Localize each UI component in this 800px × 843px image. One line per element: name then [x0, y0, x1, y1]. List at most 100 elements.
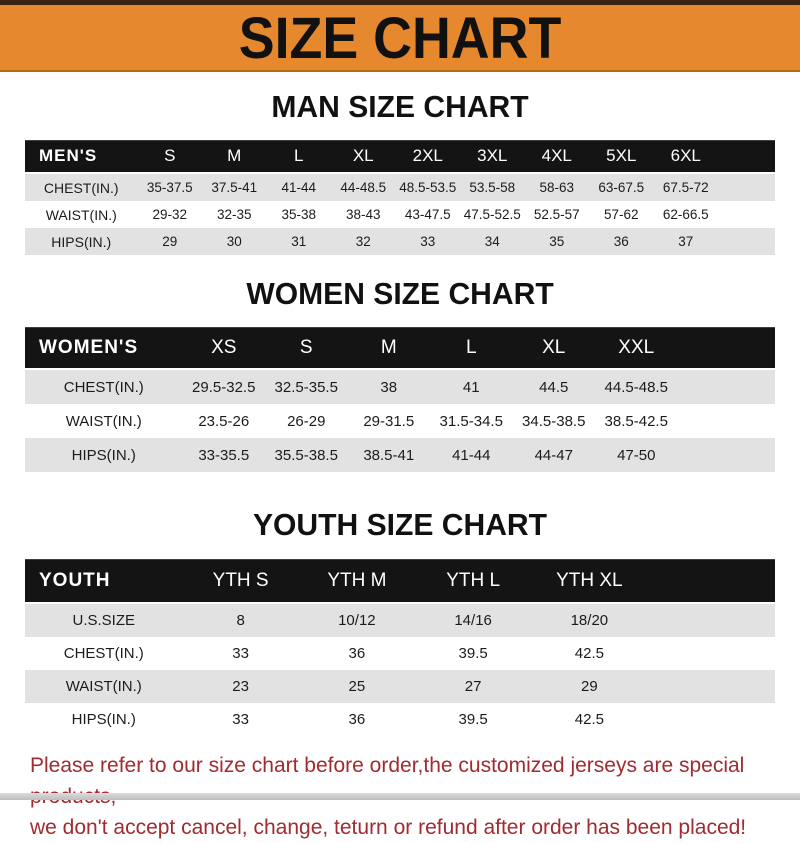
section-s-men: MAN SIZE CHART MEN'S S M L XL 2XL 3XL 4XL 5XL 6XL C… — [0, 88, 800, 255]
row-label: WAIST(IN.) — [65, 678, 142, 695]
row-label: U.S.SIZE — [72, 612, 135, 629]
table-header-band: WOMEN'S XS S M L XL XXL — [25, 327, 775, 370]
size-value: 38 — [380, 378, 398, 396]
size-value: 27 — [464, 678, 482, 695]
size-value: 53.5-58 — [469, 180, 516, 195]
size-value: 33-35.5 — [198, 446, 250, 464]
row-label: CHEST(IN.) — [63, 645, 144, 662]
size-value: 44-47 — [534, 446, 573, 464]
size-value: 39.5 — [458, 645, 488, 662]
spacer-cell — [648, 637, 776, 670]
size-value: 34 — [484, 234, 500, 249]
size-value: 47-50 — [617, 446, 656, 464]
row-label: CHEST(IN.) — [43, 179, 119, 196]
size-value: 35-38 — [281, 207, 317, 222]
column-header: XXL — [595, 327, 678, 370]
row-label: HIPS(IN.) — [71, 711, 136, 728]
table-header-band: YOUTH YTH S YTH M YTH L YTH XL — [25, 559, 775, 604]
size-value: 41-44 — [452, 446, 491, 464]
size-value: 23.5-26 — [198, 412, 250, 430]
size-value: 29 — [162, 234, 178, 249]
size-value: 29.5-32.5 — [192, 378, 256, 396]
bottom-edge-strip — [0, 793, 800, 800]
size-value: 29 — [581, 678, 598, 695]
size-value: 33 — [420, 234, 436, 249]
column-header: M — [202, 140, 267, 174]
spacer-cell — [678, 369, 776, 404]
size-value: 38.5-42.5 — [604, 412, 668, 430]
size-value: 25 — [348, 678, 366, 695]
section-s-women: WOMEN SIZE CHART WOMEN'S XS S M L XL XXL CHEST(I… — [0, 275, 800, 472]
size-table: MEN'S S M L XL 2XL 3XL 4XL 5XL 6XL CHEST(IN.) 35-37… — [25, 140, 775, 255]
column-header: 2XL — [395, 140, 460, 174]
column-header: L — [430, 327, 513, 370]
table-row: HIPS(IN.) 33 36 39.5 42.5 — [25, 703, 775, 736]
section-heading: YOUTH SIZE CHART — [252, 507, 548, 542]
spacer-cell — [677, 327, 775, 370]
size-value: 48.5-53.5 — [399, 180, 457, 195]
size-value: 36 — [348, 645, 366, 662]
size-value: 23 — [232, 678, 249, 695]
column-header: YTH S — [182, 559, 299, 604]
size-value: 62-66.5 — [662, 207, 709, 222]
section-s-youth: YOUTH SIZE CHART YOUTH YTH S YTH M YTH L YTH … — [0, 506, 800, 736]
size-charts: MAN SIZE CHART MEN'S S M L XL 2XL 3XL 4XL 5XL 6XL C… — [0, 88, 800, 736]
size-value: 58-63 — [539, 180, 575, 195]
column-header: YTH M — [298, 559, 415, 604]
spacer-cell — [718, 228, 775, 255]
table-row: WAIST(IN.) 29-32 32-35 35-38 38-43 43-47.5 47.… — [25, 201, 775, 228]
size-value: 14/16 — [454, 612, 492, 629]
size-value: 38-43 — [345, 207, 381, 222]
size-value: 42.5 — [574, 711, 604, 728]
row-label: WAIST(IN.) — [45, 206, 117, 223]
size-value: 57-62 — [603, 207, 639, 222]
size-value: 41-44 — [281, 180, 317, 195]
column-header: 6XL — [653, 140, 718, 174]
spacer-cell — [648, 670, 776, 703]
size-value: 52.5-57 — [533, 207, 580, 222]
size-value: 18/20 — [570, 612, 609, 629]
size-value: 31.5-34.5 — [439, 412, 503, 430]
size-value: 32.5-35.5 — [274, 378, 338, 396]
section-heading: MAN SIZE CHART — [271, 89, 529, 124]
column-header: S — [265, 327, 348, 370]
size-value: 33 — [232, 645, 249, 662]
size-value: 33 — [232, 711, 249, 728]
order-notice-line2: we don't accept cancel, change, teturn o… — [30, 816, 747, 839]
size-value: 63-67.5 — [598, 180, 645, 195]
size-value: 10/12 — [338, 612, 376, 629]
size-value: 44.5 — [539, 378, 569, 396]
column-header: 3XL — [460, 140, 525, 174]
size-value: 42.5 — [574, 645, 604, 662]
table-row: CHEST(IN.) 33 36 39.5 42.5 — [25, 637, 775, 670]
column-header: YTH L — [415, 559, 532, 604]
row-label: CHEST(IN.) — [63, 378, 144, 396]
table-row: WAIST(IN.) 23.5-26 26-29 29-31.5 31.5-34.5 34… — [25, 404, 775, 438]
size-value: 39.5 — [458, 711, 488, 728]
spacer-cell — [718, 173, 775, 201]
column-header: XL — [512, 327, 595, 370]
spacer-cell — [718, 140, 775, 174]
table-row: HIPS(IN.) 33-35.5 35.5-38.5 38.5-41 41-44 44-… — [25, 438, 775, 472]
size-value: 26-29 — [287, 412, 326, 430]
table-row: CHEST(IN.) 29.5-32.5 32.5-35.5 38 41 44.5 44.5… — [25, 369, 775, 404]
spacer-cell — [648, 703, 776, 736]
column-header: XS — [182, 327, 265, 370]
column-header: 4XL — [524, 140, 589, 174]
spacer-cell — [647, 559, 775, 604]
size-value: 36 — [613, 234, 629, 249]
size-value: 32 — [355, 234, 371, 249]
table-row: U.S.SIZE 8 10/12 14/16 18/20 — [25, 603, 775, 637]
size-value: 31 — [291, 234, 307, 249]
spacer-cell — [648, 603, 776, 637]
size-value: 67.5-72 — [662, 180, 709, 195]
size-value: 29-32 — [152, 207, 188, 222]
size-value: 30 — [226, 234, 242, 249]
column-header: YTH XL — [531, 559, 648, 604]
size-value: 37 — [678, 234, 694, 249]
spacer-cell — [678, 404, 776, 438]
size-value: 35 — [549, 234, 565, 249]
size-value: 37.5-41 — [211, 180, 258, 195]
row-label: HIPS(IN.) — [71, 446, 136, 464]
order-notice-line1: Please refer to our size chart before or… — [30, 754, 745, 808]
